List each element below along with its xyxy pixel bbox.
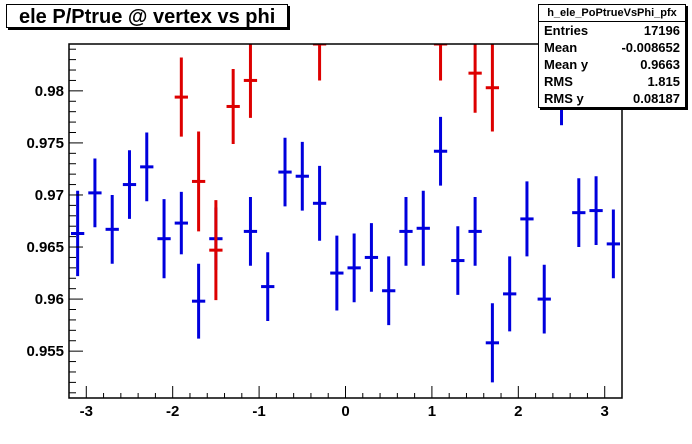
x-tick-label: -2 — [166, 403, 179, 420]
data-point — [347, 233, 361, 303]
stats-value: 0.9663 — [640, 57, 680, 72]
data-point — [71, 190, 85, 277]
data-point — [122, 150, 137, 219]
data-point — [589, 176, 603, 245]
stats-key: Entries — [544, 23, 589, 38]
stats-row-rms: RMS 1.815 — [539, 73, 685, 90]
data-point — [261, 252, 275, 321]
plot-title: ele P/Ptrue @ vertex vs phi — [6, 4, 288, 28]
stats-row-mean: Mean -0.008652 — [539, 39, 685, 56]
data-point — [243, 197, 258, 266]
data-point — [174, 191, 188, 255]
data-point — [606, 209, 620, 279]
data-point — [468, 44, 482, 113]
y-tick-label: 0.97 — [35, 187, 64, 204]
y-tick-label: 0.96 — [35, 291, 64, 308]
data-point — [485, 44, 500, 132]
data-point — [243, 44, 258, 118]
stats-box: h_ele_PoPtrueVsPhi_pfx Entries 17196 Mea… — [538, 4, 686, 108]
x-tick-label: 2 — [514, 403, 522, 420]
stats-key: RMS — [544, 74, 573, 89]
data-point — [485, 303, 500, 383]
stats-name: h_ele_PoPtrueVsPhi_pfx — [539, 5, 685, 22]
stats-value: 17196 — [643, 23, 680, 38]
data-point — [451, 226, 465, 295]
data-point — [278, 137, 292, 207]
data-point — [226, 68, 240, 144]
y-tick-label: 0.98 — [35, 83, 64, 100]
data-point — [209, 200, 223, 301]
x-tick-label: 0 — [341, 403, 349, 420]
data-point — [503, 256, 517, 332]
stats-value: 1.815 — [647, 74, 680, 89]
data-point — [364, 223, 379, 292]
y-tick-label: 0.955 — [26, 343, 64, 360]
stats-key: RMS y — [544, 91, 584, 106]
data-point — [105, 194, 119, 264]
y-tick-label: 0.965 — [26, 239, 64, 256]
stats-row-entries: Entries 17196 — [539, 22, 685, 39]
x-tick-label: -1 — [252, 403, 265, 420]
stats-row-mean-y: Mean y 0.9663 — [539, 56, 685, 73]
stats-value: 0.08187 — [633, 91, 680, 106]
data-point — [416, 190, 430, 266]
data-point — [191, 131, 206, 232]
data-point — [468, 197, 482, 266]
data-point — [140, 132, 154, 202]
data-point — [88, 158, 102, 228]
data-point — [312, 165, 327, 241]
series-group — [71, 44, 620, 383]
data-point — [191, 263, 206, 339]
data-point — [157, 199, 171, 279]
data-point — [433, 116, 448, 186]
x-tick-label: -3 — [80, 403, 93, 420]
data-point — [382, 256, 396, 326]
data-point — [295, 141, 309, 211]
data-point — [399, 197, 413, 266]
data-markers — [71, 44, 620, 383]
stats-key: Mean y — [544, 57, 589, 72]
data-point — [330, 235, 344, 311]
stats-key: Mean — [544, 40, 578, 55]
stats-value: -0.008652 — [621, 40, 680, 55]
plot-axes: -3 -2 -1 0 1 2 3 0.955 0.96 0.965 0.97 0.975 0.98 — [26, 43, 623, 420]
x-tick-label: 1 — [428, 403, 436, 420]
data-point — [520, 181, 534, 257]
data-point — [537, 264, 551, 334]
x-tick-label: 3 — [601, 403, 609, 420]
data-point — [174, 57, 188, 137]
y-tick-label: 0.975 — [26, 135, 64, 152]
stats-row-rms-y: RMS y 0.08187 — [539, 90, 685, 107]
data-point — [572, 178, 586, 248]
